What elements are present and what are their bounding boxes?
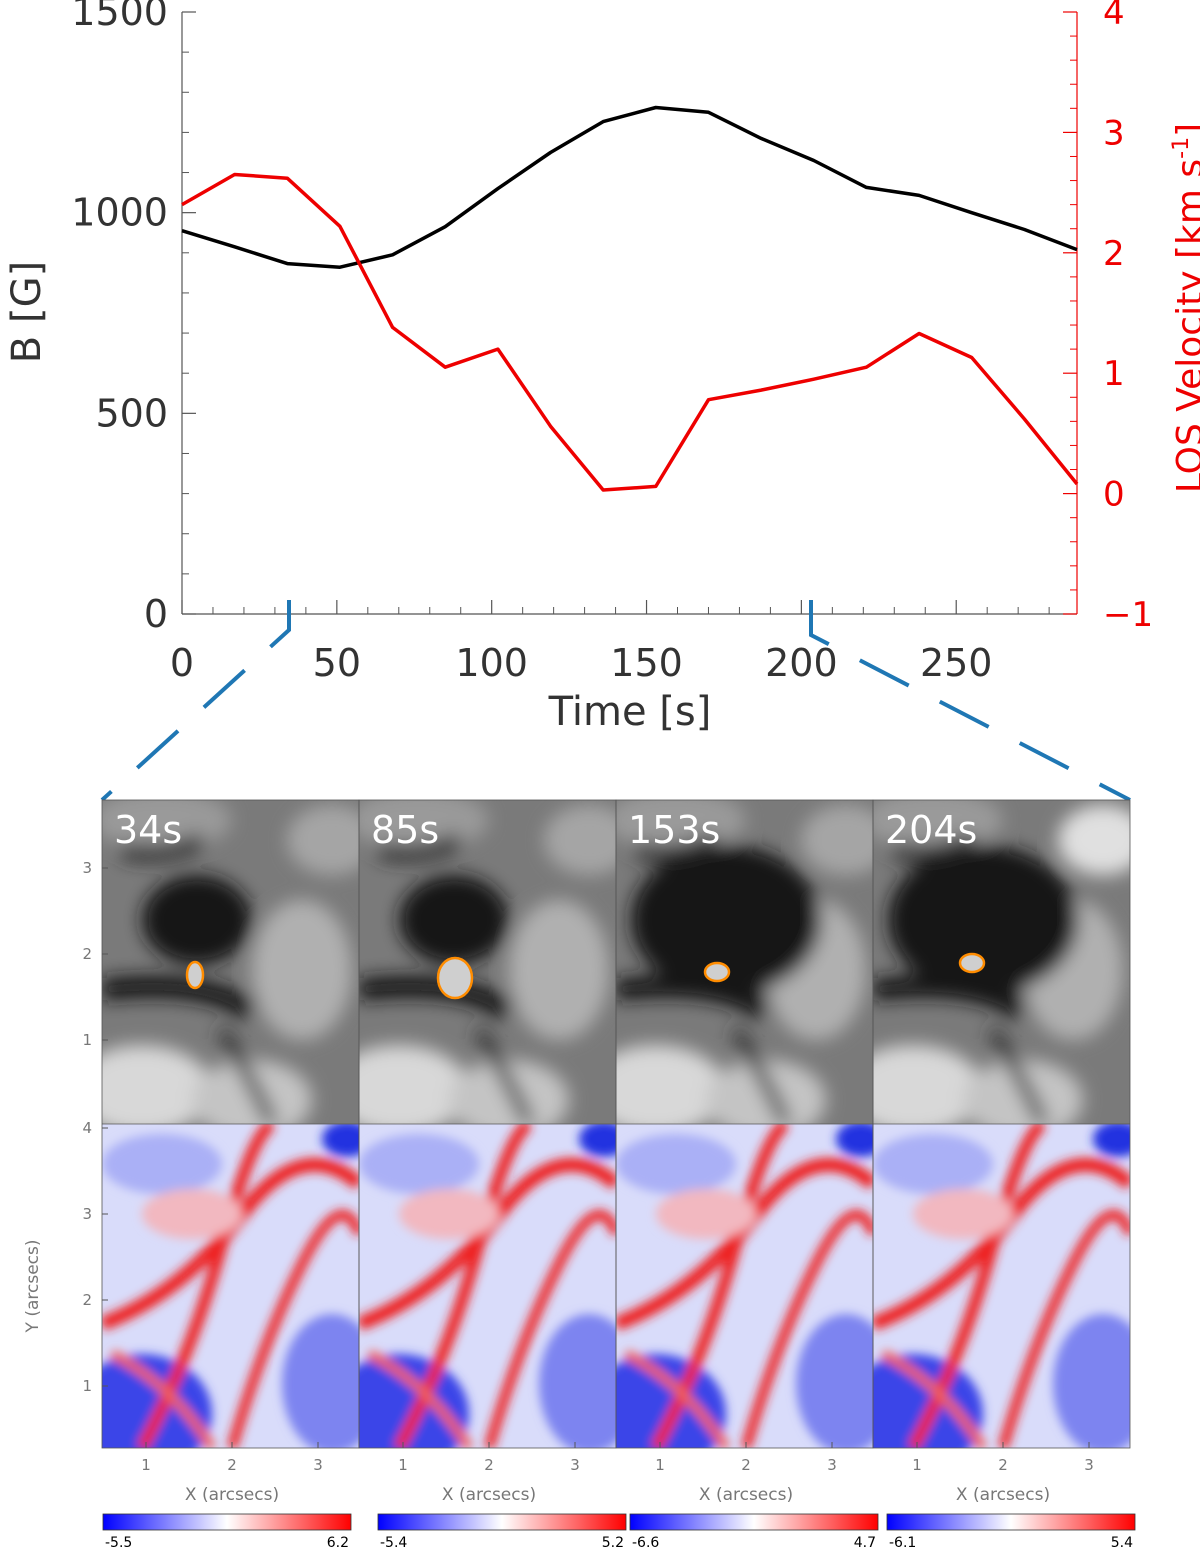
colorbar <box>102 1513 352 1531</box>
feature-contour <box>185 960 205 990</box>
panel-x-label: X (arcsecs) <box>956 1485 1050 1505</box>
colorbar-max-label: 5.4 <box>1111 1535 1133 1551</box>
panel-time-label: 153s <box>628 808 720 852</box>
intensity-panels: 34s 85s 153s 204s <box>102 800 1130 1124</box>
colorbar <box>629 1513 879 1531</box>
panel-y-tick-label: 3 <box>82 859 92 877</box>
y-tick-label: 0 <box>144 592 168 636</box>
colorbar-max-label: 6.2 <box>327 1535 349 1551</box>
velocity-panel <box>102 1124 359 1448</box>
y-right-tick-label: 0 <box>1103 475 1125 515</box>
zoom-connector-lines <box>100 600 1131 802</box>
x-tick-label: 250 <box>920 641 993 685</box>
intensity-panel: 204s <box>873 800 1130 1124</box>
panel-y-tick-label: 2 <box>82 1291 92 1309</box>
panel-y-tick-label: 1 <box>82 1377 92 1395</box>
panel-x-label: X (arcsecs) <box>185 1485 279 1505</box>
series-layer <box>181 105 1079 492</box>
intensity-panel: 153s <box>616 800 873 1124</box>
y-tick-label: 1500 <box>71 0 168 34</box>
panel-x-tick-label: 1 <box>141 1456 151 1474</box>
feature-contour <box>958 952 986 974</box>
panel-x-label: X (arcsecs) <box>442 1485 536 1505</box>
feature-contour <box>436 956 474 1000</box>
magnetic-field-line <box>181 105 1078 269</box>
colorbar-max-label: 5.2 <box>602 1535 624 1551</box>
panel-x-tick-label: 2 <box>484 1456 494 1474</box>
colorbar <box>886 1513 1136 1531</box>
right-axis-ticks: −1 0 1 2 3 4 <box>1063 0 1153 635</box>
x-tick-label: 150 <box>610 641 683 685</box>
colorbar-min-label: -6.1 <box>889 1535 916 1551</box>
panel-x-tick-label: 3 <box>570 1456 580 1474</box>
zoom-marker-right <box>809 600 1131 802</box>
los-velocity-line <box>181 172 1079 492</box>
y-axis-label: B [G] <box>4 261 50 363</box>
colorbars: -5.5 6.2 -5.4 5.2 -6.6 4.7 -6.1 5.4 <box>102 1513 1136 1551</box>
left-axis-ticks: 0 500 1000 1500 <box>71 0 196 636</box>
zoom-marker-left <box>100 600 291 802</box>
x-axis-label: Time [s] <box>548 689 712 735</box>
panel-x-tick-label: 3 <box>1084 1456 1094 1474</box>
panel-x-label: X (arcsecs) <box>699 1485 793 1505</box>
panel-y-tick-label: 4 <box>82 1119 92 1137</box>
colorbar-max-label: 4.7 <box>854 1535 876 1551</box>
intensity-panel: 85s <box>359 800 616 1124</box>
intensity-panel: 34s <box>102 800 359 1124</box>
x-axis-ticks: 0 50 100 150 200 250 <box>170 600 1050 685</box>
panel-y-label: Y (arcsecs) <box>23 1240 43 1334</box>
x-tick-label: 200 <box>765 641 838 685</box>
x-tick-label: 0 <box>170 641 194 685</box>
colorbar-min-label: -5.4 <box>380 1535 407 1551</box>
y-right-tick-label: 2 <box>1103 234 1125 274</box>
colorbar-min-label: -5.5 <box>105 1535 132 1551</box>
panel-axes: 1 2 3 X (arcsecs) 1 2 3 X (arcsecs) 1 2 3 X (arcsec… <box>82 799 1131 1505</box>
y-tick-label: 1000 <box>71 191 168 235</box>
panel-x-tick-label: 3 <box>313 1456 323 1474</box>
velocity-panel <box>359 1124 616 1448</box>
panel-y-tick-label: 2 <box>82 945 92 963</box>
y-right-tick-label: 1 <box>1103 354 1125 394</box>
panel-x-tick-label: 1 <box>912 1456 922 1474</box>
panel-y-tick-label: 3 <box>82 1205 92 1223</box>
panel-x-tick-label: 1 <box>398 1456 408 1474</box>
colorbar <box>377 1513 627 1531</box>
y-right-tick-label: 4 <box>1103 0 1125 33</box>
x-tick-label: 50 <box>313 641 361 685</box>
y-axis-right-label: LOS Velocity [km s-1] <box>1169 123 1200 493</box>
panel-x-tick-label: 2 <box>998 1456 1008 1474</box>
panel-y-tick-label: 1 <box>82 1031 92 1049</box>
panel-time-label: 85s <box>371 808 439 852</box>
velocity-panels <box>102 1124 1130 1448</box>
panel-x-tick-label: 3 <box>827 1456 837 1474</box>
y-right-tick-label: 3 <box>1103 113 1125 153</box>
velocity-panel <box>873 1124 1130 1448</box>
colorbar-min-label: -6.6 <box>632 1535 659 1551</box>
panel-x-tick-label: 2 <box>227 1456 237 1474</box>
time-series-plot: 0 500 1000 1500 −1 0 1 2 3 4 0 50 100 150 200 250 B [… <box>4 0 1200 735</box>
panel-time-label: 34s <box>114 808 182 852</box>
panel-x-tick-label: 1 <box>655 1456 665 1474</box>
x-tick-label: 100 <box>455 641 528 685</box>
y-tick-label: 500 <box>95 391 168 435</box>
velocity-panel <box>616 1124 873 1448</box>
y-right-tick-label: −1 <box>1103 595 1153 635</box>
panel-time-label: 204s <box>885 808 977 852</box>
feature-contour <box>703 961 731 983</box>
panel-x-tick-label: 2 <box>741 1456 751 1474</box>
